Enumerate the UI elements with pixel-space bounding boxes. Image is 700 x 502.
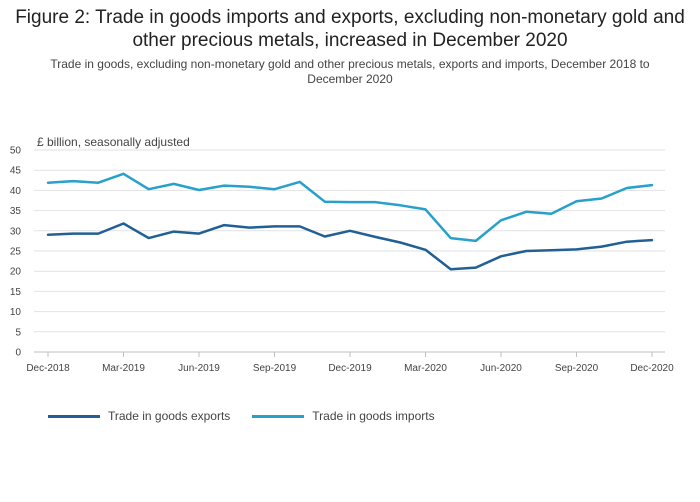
legend: Trade in goods exports Trade in goods im… bbox=[48, 409, 435, 423]
y-tick-label: 30 bbox=[10, 226, 22, 237]
legend-item-exports[interactable]: Trade in goods exports bbox=[48, 409, 230, 423]
legend-label-imports: Trade in goods imports bbox=[312, 409, 435, 423]
series-lines bbox=[46, 172, 654, 271]
y-tick-label: 5 bbox=[15, 327, 21, 338]
x-tick-label: Jun-2020 bbox=[480, 363, 522, 374]
x-tick-label: Mar-2020 bbox=[404, 363, 447, 374]
y-tick-label: 35 bbox=[10, 206, 22, 217]
legend-label-exports: Trade in goods exports bbox=[108, 409, 231, 423]
y-axis-ticks: 0 5 10 15 20 25 30 35 40 45 50 bbox=[10, 146, 22, 359]
y-tick-label: 50 bbox=[10, 146, 22, 157]
legend-swatch-exports bbox=[48, 414, 100, 418]
y-axis-label: £ billion, seasonally adjusted bbox=[37, 135, 190, 149]
y-tick-label: 25 bbox=[10, 247, 22, 258]
legend-item-imports[interactable]: Trade in goods imports bbox=[252, 409, 435, 423]
y-tick-label: 15 bbox=[10, 287, 22, 298]
x-tick-label: Dec-2020 bbox=[630, 363, 674, 374]
x-tick-label: Mar-2019 bbox=[102, 363, 145, 374]
x-tick-label: Dec-2018 bbox=[26, 363, 70, 374]
y-tick-label: 40 bbox=[10, 186, 22, 197]
y-tick-label: 45 bbox=[10, 166, 22, 177]
x-axis-ticks: Dec-2018 Mar-2019 Jun-2019 Sep-2019 Dec-2019… bbox=[26, 352, 674, 374]
x-tick-label: Jun-2019 bbox=[178, 363, 220, 374]
x-tick-label: Sep-2019 bbox=[253, 363, 297, 374]
x-tick-label: Sep-2020 bbox=[555, 363, 599, 374]
chart-subtitle: Trade in goods, excluding non-monetary g… bbox=[50, 57, 650, 86]
legend-swatch-imports bbox=[252, 414, 305, 418]
y-tick-label: 0 bbox=[15, 348, 21, 359]
y-tick-label: 10 bbox=[10, 307, 22, 318]
x-tick-label: Dec-2019 bbox=[328, 363, 372, 374]
chart-title: Figure 2: Trade in goods imports and exp… bbox=[15, 7, 685, 51]
series-line-imports[interactable] bbox=[46, 172, 654, 243]
y-tick-label: 20 bbox=[10, 267, 22, 278]
series-line-exports[interactable] bbox=[46, 222, 654, 271]
gridlines bbox=[34, 149, 665, 353]
